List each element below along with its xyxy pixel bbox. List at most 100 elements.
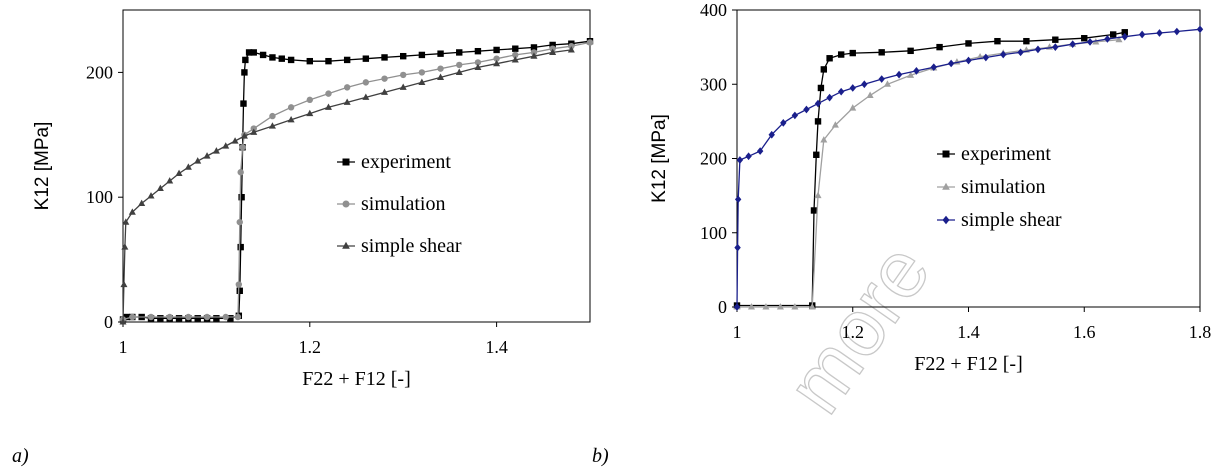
data-point (240, 100, 247, 107)
y-tick-label: 200 (86, 62, 113, 82)
data-point (1156, 29, 1163, 37)
y-tick-label: 400 (700, 0, 727, 20)
data-point (930, 63, 937, 72)
data-point (965, 40, 972, 47)
data-point (474, 47, 482, 55)
data-point (814, 118, 822, 125)
data-point (762, 303, 770, 310)
data-point (437, 65, 444, 72)
data-point (237, 243, 244, 251)
legend-marker (942, 215, 950, 225)
data-point (325, 90, 332, 97)
data-point (400, 71, 407, 79)
data-point (203, 152, 211, 159)
data-point (138, 199, 146, 206)
data-point (236, 218, 243, 226)
data-point (122, 218, 130, 225)
data-point (1086, 38, 1094, 46)
data-point (1017, 48, 1024, 57)
legend-item: simple shear (337, 235, 462, 257)
data-point (400, 52, 407, 60)
data-point (837, 87, 845, 96)
data-point (287, 104, 295, 111)
data-point (381, 88, 389, 95)
data-point (747, 303, 755, 310)
data-point (236, 287, 243, 294)
series-simple-shear (733, 25, 1204, 311)
legend-label: experiment (961, 143, 1051, 165)
data-point (175, 169, 183, 177)
data-point (147, 192, 155, 199)
legend-label: simulation (961, 176, 1045, 198)
data-point (222, 142, 230, 149)
data-point (242, 56, 249, 64)
y-tick-label: 0 (718, 297, 727, 317)
data-point (820, 66, 828, 73)
data-point (362, 79, 370, 86)
x-tick-label: 1.2 (842, 322, 865, 342)
data-point (813, 151, 820, 158)
data-point (418, 51, 426, 59)
data-point (780, 119, 787, 127)
data-point (907, 47, 914, 55)
data-point (269, 54, 276, 61)
data-point (814, 191, 822, 199)
data-point (493, 46, 500, 54)
data-point (1034, 45, 1042, 54)
data-point (826, 55, 833, 62)
series-simple-shear (119, 46, 575, 325)
data-point (567, 46, 575, 53)
x-tick-label: 1 (733, 322, 742, 342)
y-tick-label: 200 (700, 149, 727, 169)
data-point (269, 112, 276, 120)
data-point (849, 104, 857, 111)
data-point (493, 59, 501, 67)
data-point (994, 37, 1001, 45)
data-point (808, 303, 816, 310)
data-point (1115, 35, 1123, 43)
data-point (768, 130, 775, 139)
y-tick-label: 100 (86, 187, 113, 207)
data-point (119, 318, 127, 325)
y-tick-label: 100 (700, 223, 727, 243)
y-axis-title: K12 [MPa] (649, 114, 670, 203)
legend-item: experiment (937, 143, 1051, 165)
data-point (245, 49, 253, 56)
data-point (381, 75, 388, 82)
legend-item: simple shear (937, 209, 1062, 231)
x-tick-label: 1 (119, 337, 128, 357)
data-point (1104, 35, 1111, 43)
data-point (166, 177, 174, 184)
data-point (120, 280, 128, 288)
data-point (194, 157, 202, 164)
data-point (895, 70, 903, 79)
series-simulation (119, 39, 594, 323)
legend: experiment simulation simple shear (937, 143, 1062, 231)
data-point (791, 303, 799, 310)
data-point (362, 93, 370, 100)
data-point (250, 49, 257, 56)
data-point (381, 54, 388, 61)
data-point (238, 194, 245, 201)
data-point (493, 55, 500, 62)
data-point (166, 313, 173, 321)
data-point (231, 137, 239, 144)
data-point (234, 313, 242, 321)
data-point (237, 169, 244, 176)
data-point (324, 103, 332, 110)
data-point (586, 39, 594, 46)
x-tick-label: 1.8 (1189, 322, 1212, 342)
data-point (239, 144, 246, 151)
data-point (343, 56, 351, 64)
x-tick-label: 1.2 (299, 337, 322, 357)
data-point (866, 91, 874, 98)
x-tick-label: 1.4 (957, 322, 980, 342)
legend-label: simple shear (361, 235, 462, 257)
data-point (734, 243, 741, 252)
data-point (1121, 29, 1128, 36)
series-line (737, 31, 1125, 307)
data-point (437, 73, 445, 80)
data-point (1000, 50, 1007, 59)
data-point (362, 55, 370, 62)
data-point (306, 96, 313, 104)
